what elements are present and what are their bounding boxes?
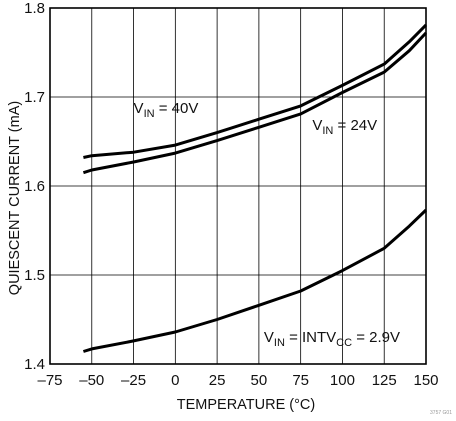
x-tick-label: 150 [413, 372, 438, 389]
y-tick-label: 1.6 [24, 178, 45, 195]
series-group [82, 23, 428, 353]
x-tick-label: 50 [251, 372, 268, 389]
series-annotation-1: VIN = 40V [134, 100, 199, 120]
figure-code: 3757 G01 [430, 410, 452, 416]
y-tick-label: 1.8 [24, 0, 45, 17]
x-axis-title: TEMPERATURE (°C) [177, 397, 315, 413]
x-tick-labels: –75 –50 –25 0 25 50 75 100 125 150 [37, 372, 438, 389]
plot-frame [49, 7, 427, 365]
x-tick-label: –25 [121, 372, 146, 389]
y-tick-label: 1.4 [24, 356, 45, 373]
y-tick-label: 1.5 [24, 267, 45, 284]
series-line-1 [83, 23, 428, 159]
series-annotation-2: VIN = 24V [312, 117, 377, 137]
grid [50, 8, 426, 364]
y-axis-title: QUIESCENT CURRENT (mA) [7, 101, 23, 295]
annotations: VIN = 40V VIN = 24V VIN = INTVCC = 2.9V [134, 100, 400, 349]
series-annotation-3: VIN = INTVCC = 2.9V [264, 329, 400, 349]
x-tick-label: –75 [37, 372, 62, 389]
x-tick-label: –50 [79, 372, 104, 389]
x-tick-label: 100 [330, 372, 355, 389]
series-line-2 [82, 31, 428, 175]
x-tick-label: 125 [372, 372, 397, 389]
y-tick-labels: 1.4 1.5 1.6 1.7 1.8 [24, 0, 45, 373]
x-tick-label: 25 [209, 372, 226, 389]
series-line-3 [82, 208, 428, 353]
x-tick-label: 0 [171, 372, 179, 389]
x-tick-label: 75 [292, 372, 309, 389]
y-tick-label: 1.7 [24, 89, 45, 106]
